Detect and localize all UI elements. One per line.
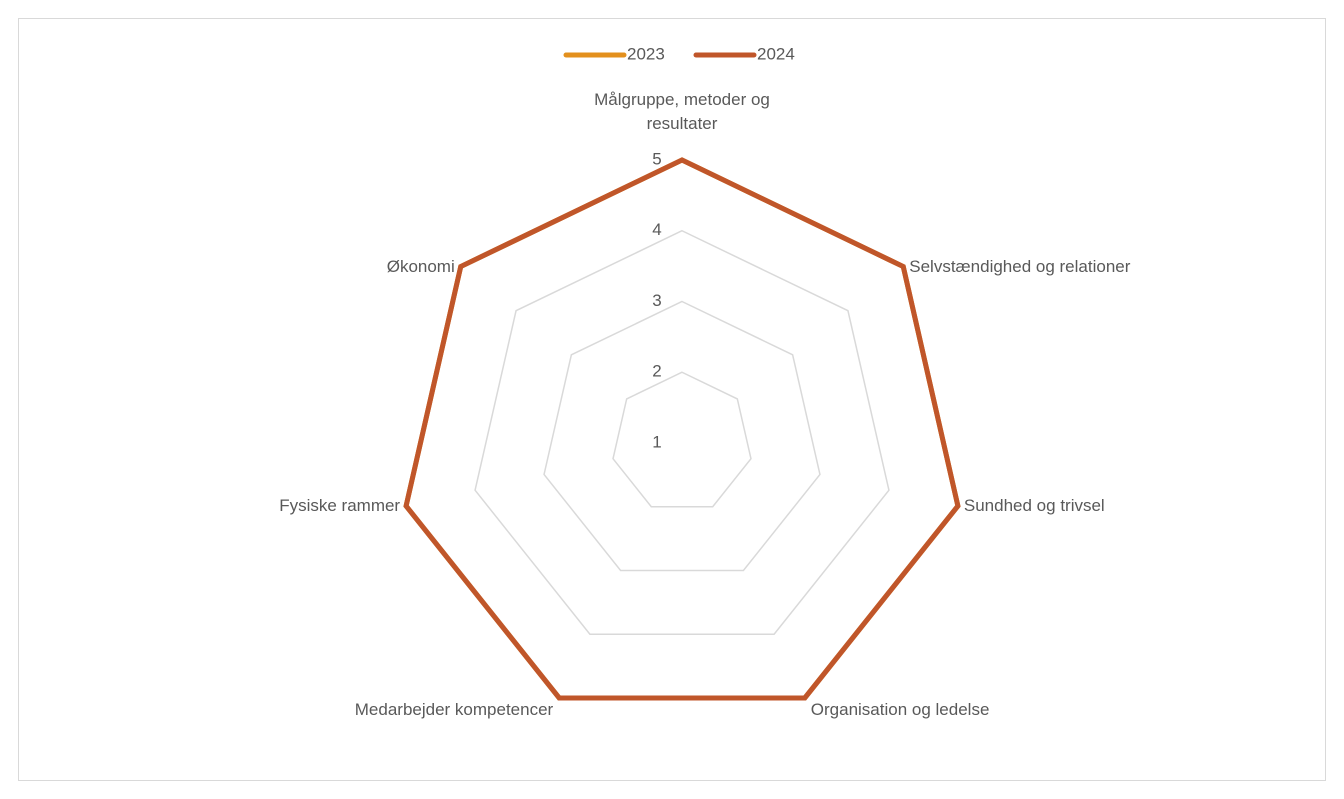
grid-ring: [543, 300, 821, 572]
tick-label: 2: [652, 362, 661, 381]
category-label: Selvstændighed og relationer: [909, 256, 1131, 276]
category-label: Medarbejder kompetencer: [354, 699, 554, 719]
grid-ring: [474, 229, 890, 635]
category-label: Sundhed og trivsel: [963, 495, 1105, 515]
tick-label: 1: [652, 432, 661, 451]
chart-frame: [18, 18, 1326, 781]
series-line: [403, 157, 961, 701]
legend-label: 2024: [757, 44, 795, 63]
category-label: Organisation og ledelse: [810, 699, 990, 719]
tick-label: 5: [652, 149, 661, 168]
legend-label: 2023: [627, 44, 665, 63]
category-label: Målgruppe, metoder og resultater: [594, 90, 770, 133]
category-label: Fysiske rammer: [279, 495, 401, 515]
grid-ring: [612, 371, 752, 508]
category-label: Økonomi: [386, 256, 455, 276]
tick-label: 3: [652, 291, 661, 310]
tick-label: 4: [652, 220, 661, 239]
